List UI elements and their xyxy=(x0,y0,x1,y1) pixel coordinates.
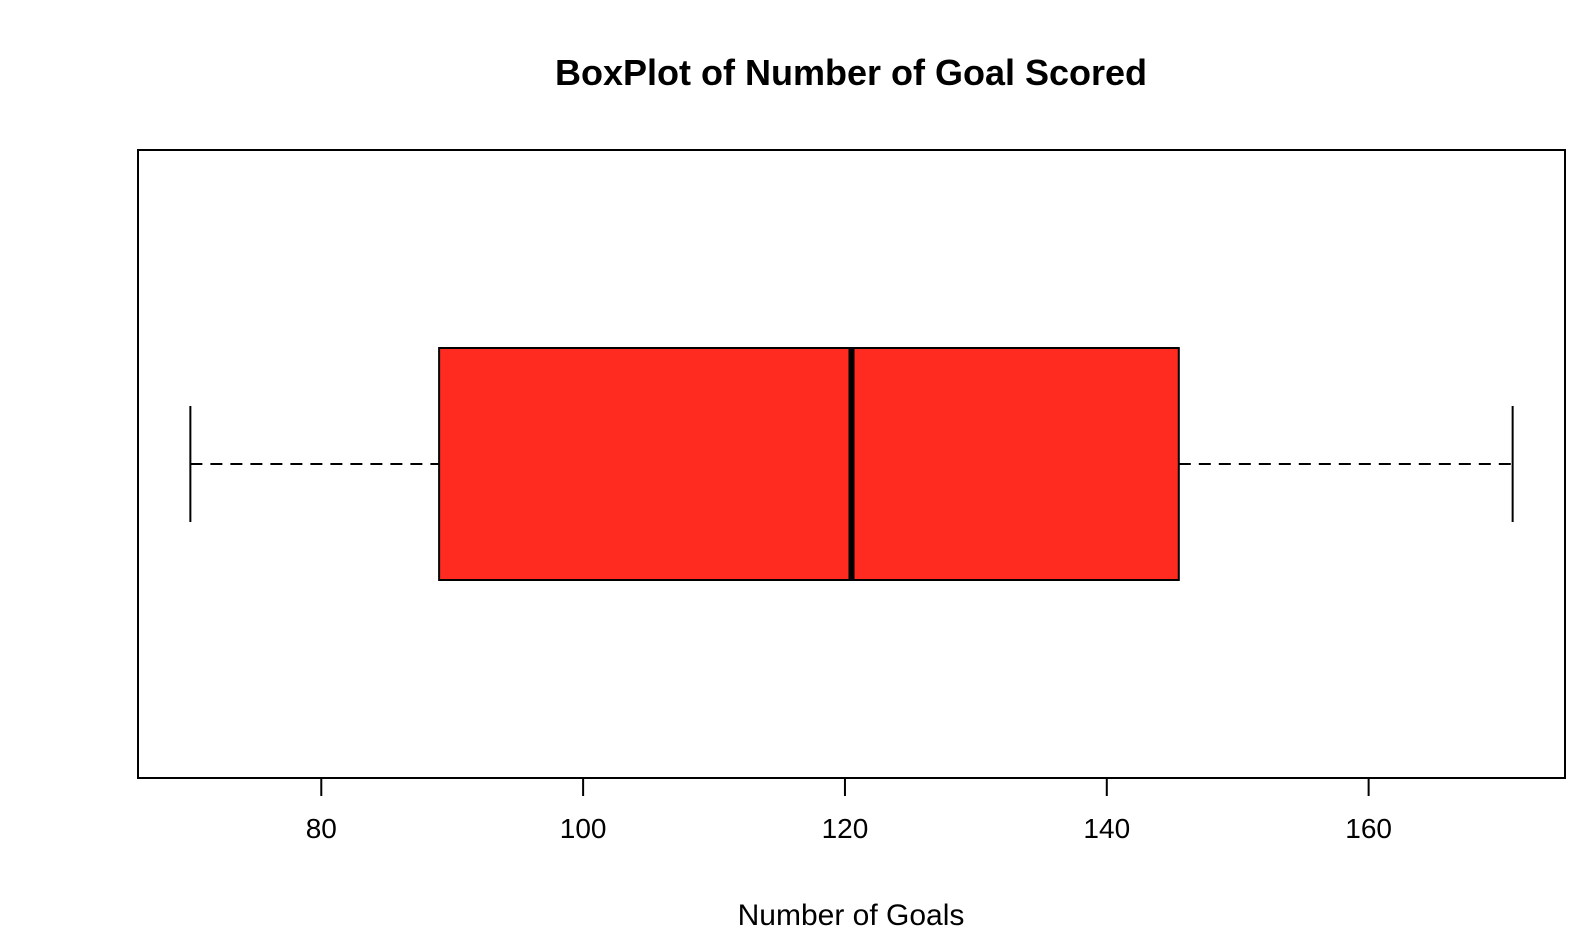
x-tick-label: 80 xyxy=(306,813,337,844)
chart-title: BoxPlot of Number of Goal Scored xyxy=(555,52,1147,93)
x-tick-label: 160 xyxy=(1345,813,1392,844)
box-group xyxy=(190,348,1512,580)
x-tick-label: 120 xyxy=(822,813,869,844)
x-tick-label: 140 xyxy=(1083,813,1130,844)
iqr-box xyxy=(439,348,1179,580)
x-tick-label: 100 xyxy=(560,813,607,844)
x-axis: 80 100 120 140 160 xyxy=(306,778,1392,844)
x-axis-label: Number of Goals xyxy=(738,899,965,932)
